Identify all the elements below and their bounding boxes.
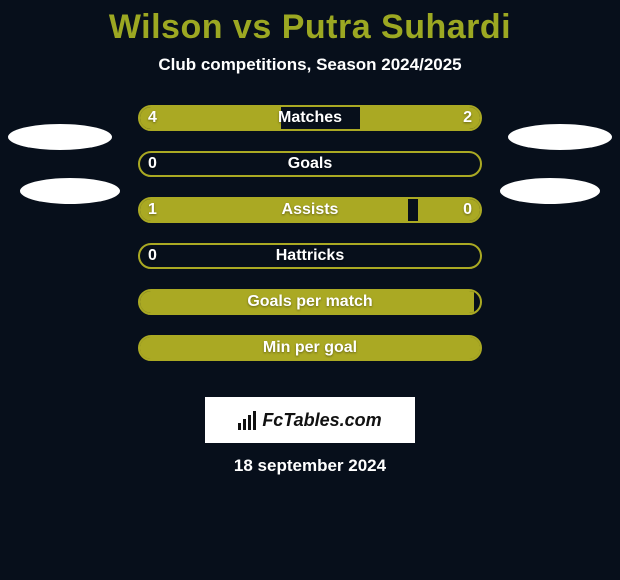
stat-bar-track bbox=[138, 151, 482, 177]
page-subtitle: Club competitions, Season 2024/2025 bbox=[0, 55, 620, 75]
stat-row: Goals per match bbox=[0, 289, 620, 335]
date-text: 18 september 2024 bbox=[0, 456, 620, 476]
stat-bar-left-fill bbox=[140, 291, 474, 313]
stat-row: Assists10 bbox=[0, 197, 620, 243]
decorative-ellipse bbox=[508, 124, 612, 150]
stat-bar-track bbox=[138, 243, 482, 269]
logo-box: FcTables.com bbox=[205, 397, 415, 443]
stat-bar-right-fill bbox=[138, 337, 480, 359]
stat-bar-track bbox=[138, 335, 482, 361]
logo-text: FcTables.com bbox=[262, 410, 381, 431]
stat-row: Min per goal bbox=[0, 335, 620, 381]
stat-bar-track bbox=[138, 105, 482, 131]
stat-value-left: 0 bbox=[148, 243, 157, 269]
stat-row: Hattricks0 bbox=[0, 243, 620, 289]
stat-bar-track bbox=[138, 289, 482, 315]
stat-value-left: 1 bbox=[148, 197, 157, 223]
stat-bar-right-fill bbox=[360, 107, 480, 129]
decorative-ellipse bbox=[20, 178, 120, 204]
stat-value-left: 4 bbox=[148, 105, 157, 131]
stat-bar-left-fill bbox=[140, 199, 408, 221]
logo: FcTables.com bbox=[238, 410, 381, 431]
logo-bars-icon bbox=[238, 411, 256, 430]
decorative-ellipse bbox=[500, 178, 600, 204]
page-title: Wilson vs Putra Suhardi bbox=[0, 8, 620, 47]
decorative-ellipse bbox=[8, 124, 112, 150]
stat-value-left: 0 bbox=[148, 151, 157, 177]
stat-value-right: 0 bbox=[463, 197, 472, 223]
stat-bar-track bbox=[138, 197, 482, 223]
stat-value-right: 2 bbox=[463, 105, 472, 131]
stat-bar-left-fill bbox=[140, 107, 281, 129]
